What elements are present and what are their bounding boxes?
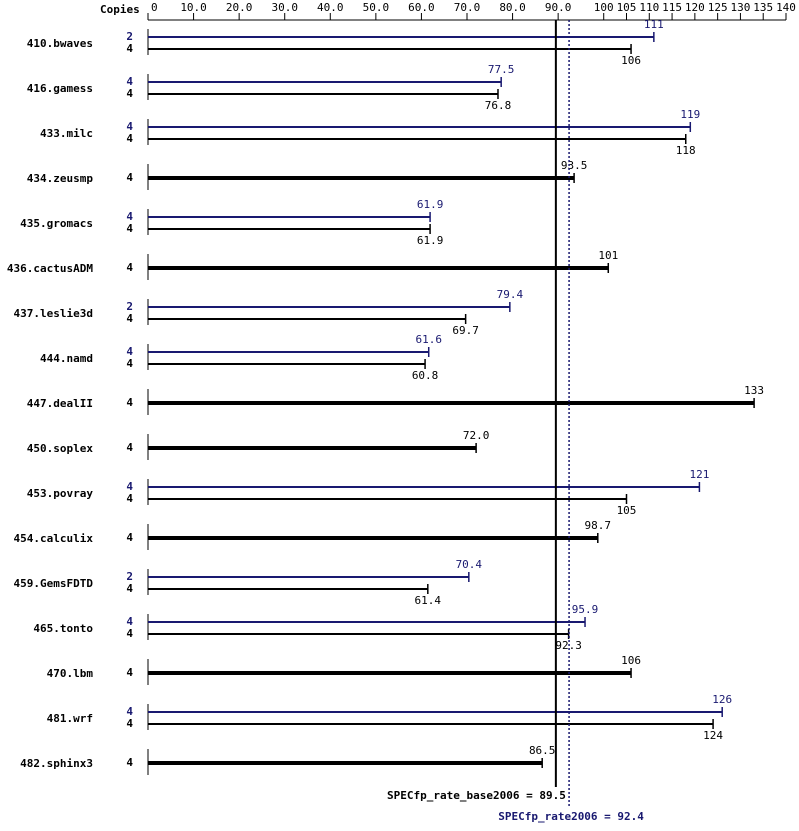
value-label: 98.7: [585, 519, 612, 532]
value-label: 133: [744, 384, 764, 397]
x-tick-label: 125: [708, 1, 728, 14]
value-label: 69.7: [452, 324, 479, 337]
copies-label: 4: [126, 210, 133, 223]
copies-label: 4: [126, 705, 133, 718]
benchmark-label: 481.wrf: [47, 712, 93, 725]
copies-label: 4: [126, 666, 133, 679]
benchmark-label: 482.sphinx3: [20, 757, 93, 770]
x-tick-label: 115: [662, 1, 682, 14]
x-tick-label: 40.0: [317, 1, 344, 14]
copies-label: 4: [126, 396, 133, 409]
copies-label: 2: [126, 570, 133, 583]
copies-label: 2: [126, 30, 133, 43]
value-label: 124: [703, 729, 723, 742]
benchmark-label: 465.tonto: [33, 622, 93, 635]
copies-label: 4: [126, 480, 133, 493]
benchmark-label: 453.povray: [27, 487, 94, 500]
value-label: 119: [680, 108, 700, 121]
value-label: 95.9: [572, 603, 599, 616]
benchmark-label: 450.soplex: [27, 442, 94, 455]
x-tick-label: 80.0: [499, 1, 526, 14]
value-label: 105: [617, 504, 637, 517]
x-tick-label: 0: [151, 1, 158, 14]
value-label: 101: [598, 249, 618, 262]
x-tick-label: 70.0: [454, 1, 481, 14]
value-label: 70.4: [456, 558, 483, 571]
x-tick-label: 60.0: [408, 1, 435, 14]
copies-label: 4: [126, 717, 133, 730]
copies-label: 4: [126, 132, 133, 145]
value-label: 121: [689, 468, 709, 481]
reference-label: SPECfp_rate2006 = 92.4: [498, 810, 644, 823]
value-label: 86.5: [529, 744, 556, 757]
value-label: 61.6: [415, 333, 442, 346]
x-tick-label: 120: [685, 1, 705, 14]
value-label: 76.8: [485, 99, 512, 112]
copies-label: 4: [126, 492, 133, 505]
x-tick-label: 20.0: [226, 1, 253, 14]
x-tick-label: 30.0: [271, 1, 298, 14]
value-label: 106: [621, 654, 641, 667]
copies-label: 4: [126, 261, 133, 274]
x-tick-label: 50.0: [363, 1, 390, 14]
copies-label: 4: [126, 171, 133, 184]
benchmark-label: 433.milc: [40, 127, 93, 140]
benchmark-label: 416.gamess: [27, 82, 93, 95]
value-label: 106: [621, 54, 641, 67]
benchmark-label: 435.gromacs: [20, 217, 93, 230]
copies-label: 4: [126, 75, 133, 88]
value-label: 61.9: [417, 234, 444, 247]
value-label: 126: [712, 693, 732, 706]
copies-label: 2: [126, 300, 133, 313]
benchmark-label: 436.cactusADM: [7, 262, 93, 275]
x-tick-label: 135: [753, 1, 773, 14]
copies-label: 4: [126, 42, 133, 55]
value-label: 60.8: [412, 369, 439, 382]
value-label: 111: [644, 18, 664, 31]
benchmark-label: 447.dealII: [27, 397, 93, 410]
value-label: 79.4: [497, 288, 524, 301]
x-tick-label: 105: [617, 1, 637, 14]
copies-label: 4: [126, 345, 133, 358]
benchmark-label: 470.lbm: [47, 667, 94, 680]
copies-label: 4: [126, 120, 133, 133]
value-label: 118: [676, 144, 696, 157]
reference-label: SPECfp_rate_base2006 = 89.5: [387, 789, 566, 802]
value-label: 72.0: [463, 429, 490, 442]
copies-label: 4: [126, 312, 133, 325]
x-tick-label: 100: [594, 1, 614, 14]
benchmark-label: 434.zeusmp: [27, 172, 94, 185]
value-label: 61.9: [417, 198, 444, 211]
x-tick-label: 140: [776, 1, 796, 14]
x-tick-label: 110: [639, 1, 659, 14]
value-label: 77.5: [488, 63, 515, 76]
copies-label: 4: [126, 441, 133, 454]
copies-header: Copies: [100, 3, 140, 16]
benchmark-label: 437.leslie3d: [14, 307, 93, 320]
copies-label: 4: [126, 756, 133, 769]
benchmark-label: 444.namd: [40, 352, 93, 365]
copies-label: 4: [126, 222, 133, 235]
copies-label: 4: [126, 627, 133, 640]
copies-label: 4: [126, 582, 133, 595]
value-label: 93.5: [561, 159, 588, 172]
benchmark-label: 454.calculix: [14, 532, 94, 545]
copies-label: 4: [126, 357, 133, 370]
x-tick-label: 90.0: [545, 1, 572, 14]
copies-label: 4: [126, 531, 133, 544]
benchmark-label: 459.GemsFDTD: [14, 577, 94, 590]
copies-label: 4: [126, 615, 133, 628]
value-label: 61.4: [415, 594, 442, 607]
x-tick-label: 10.0: [180, 1, 207, 14]
copies-label: 4: [126, 87, 133, 100]
x-tick-label: 130: [730, 1, 750, 14]
benchmark-label: 410.bwaves: [27, 37, 93, 50]
